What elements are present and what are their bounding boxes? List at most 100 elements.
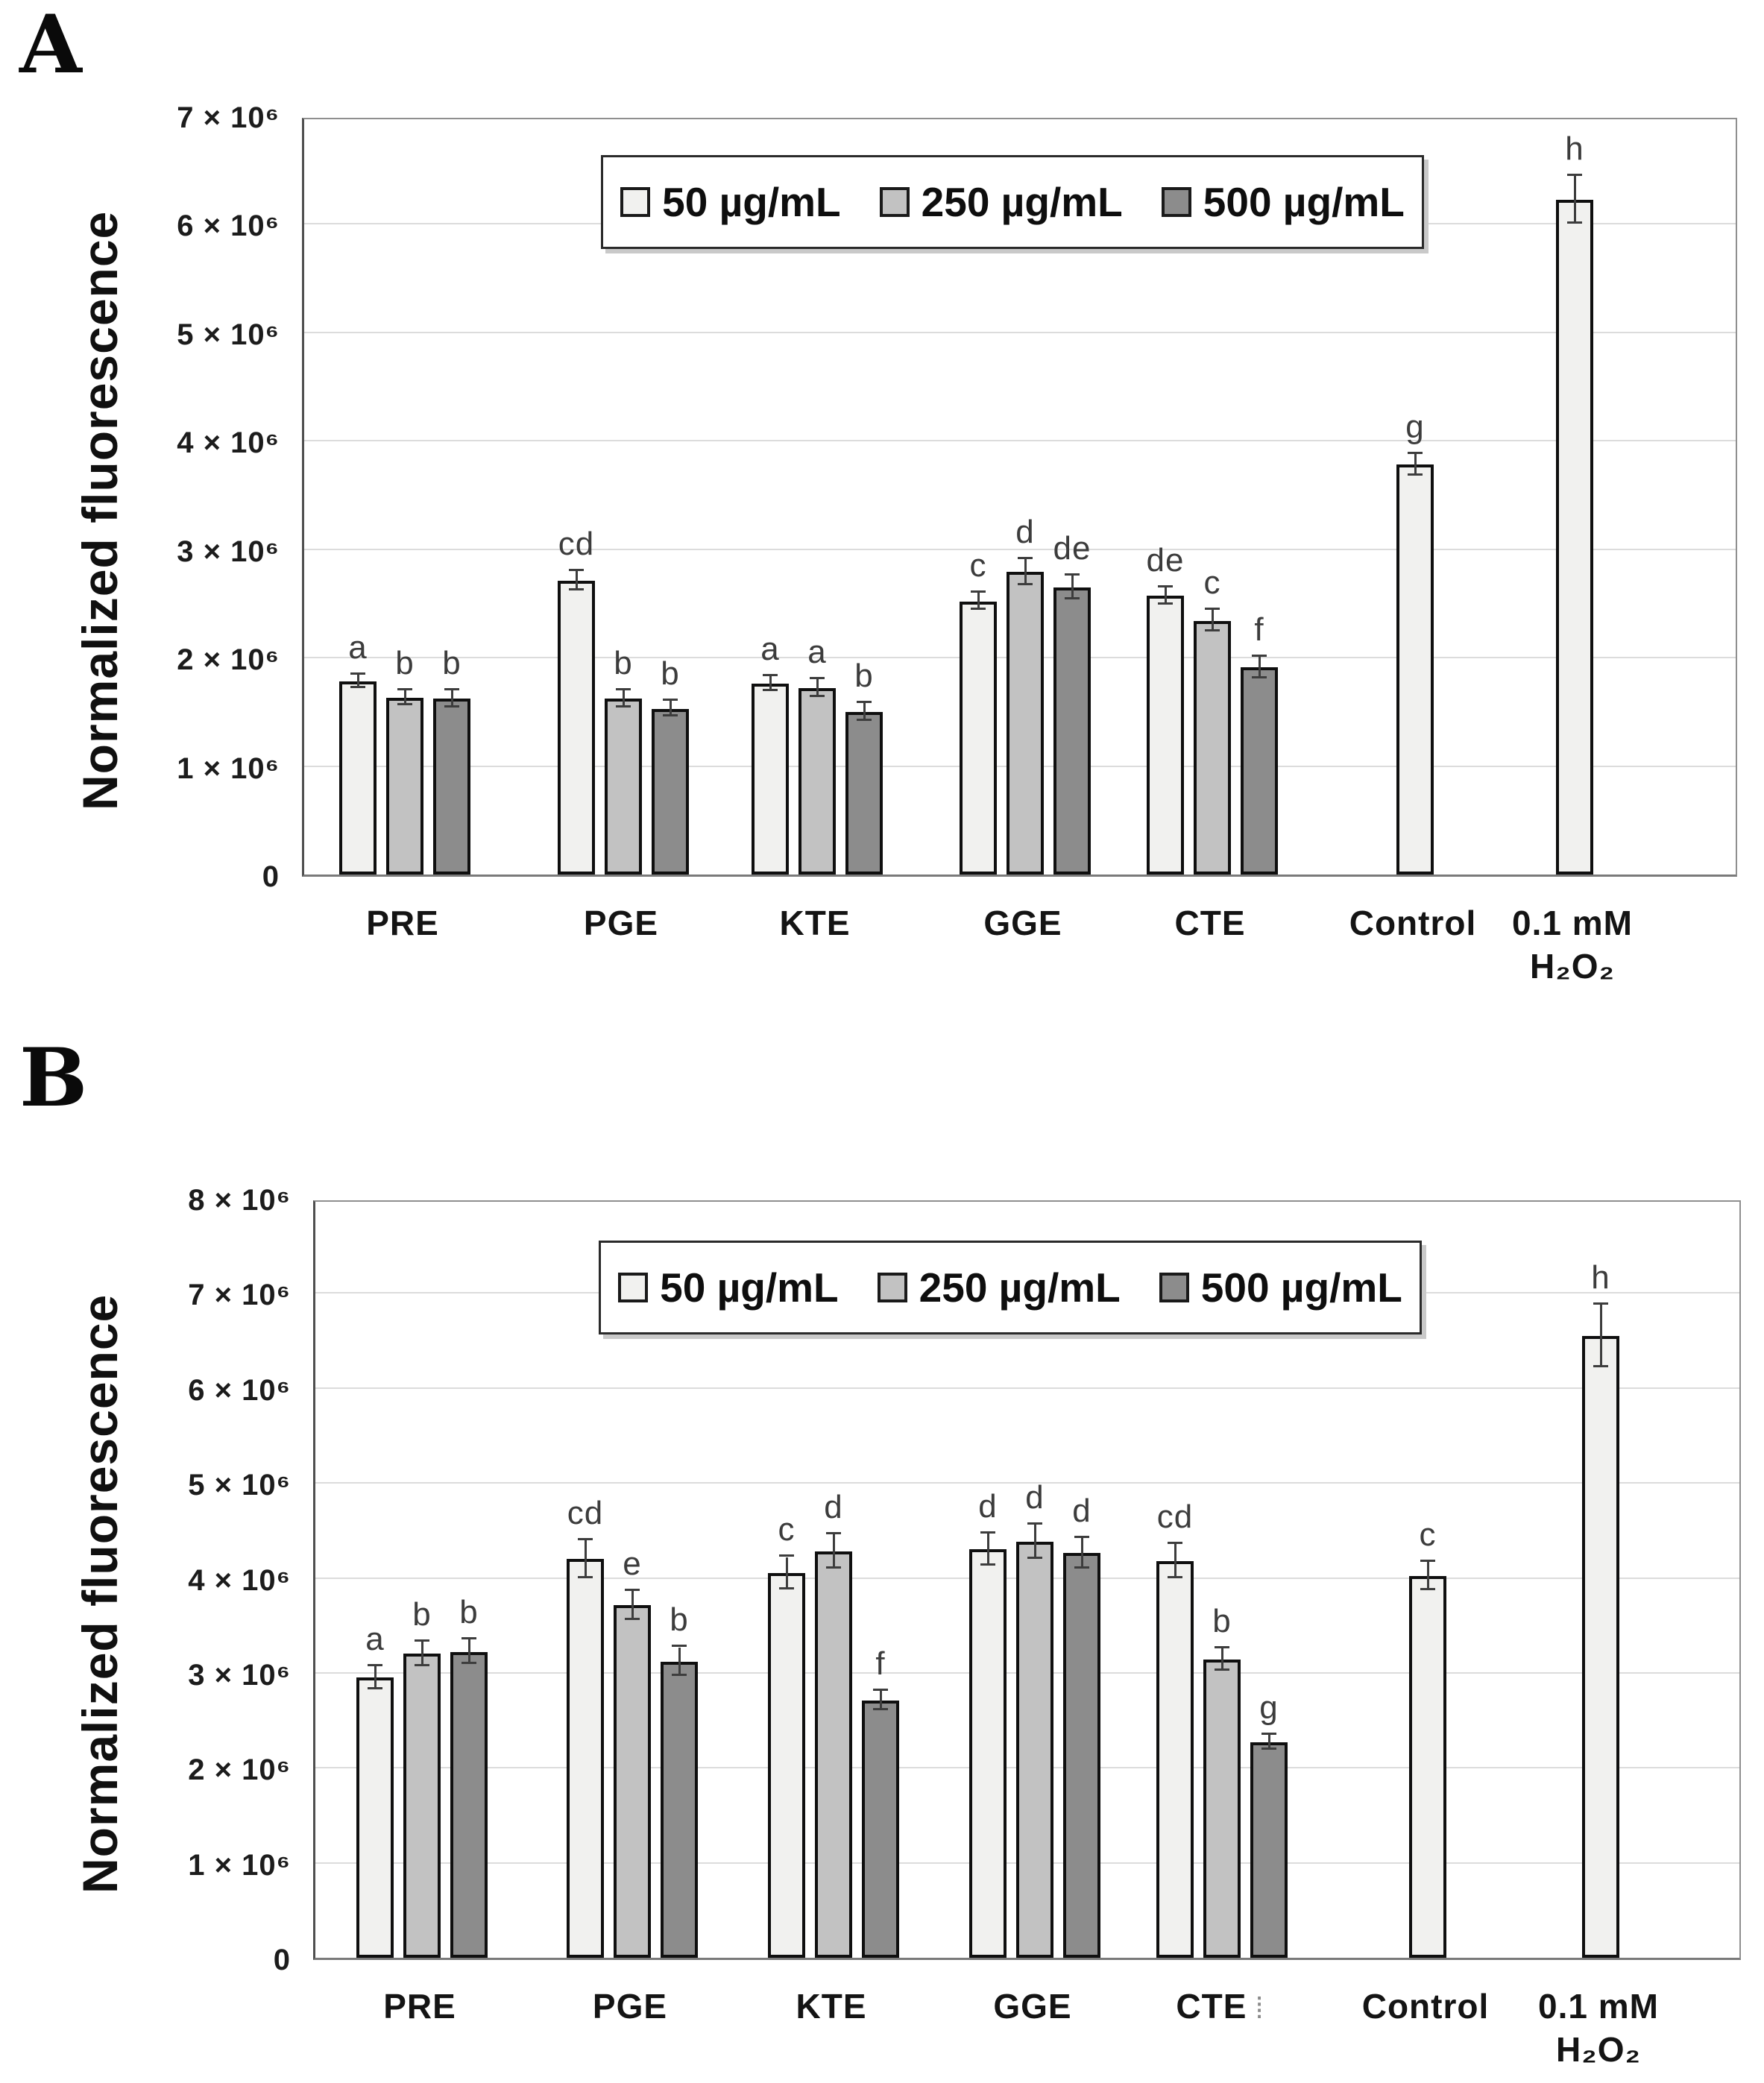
legend-swatch-2	[877, 1273, 907, 1302]
error-bar-cap	[763, 673, 778, 676]
error-bar-cap	[415, 1639, 429, 1642]
bar-pre-s1	[356, 1677, 394, 1958]
bar-0.1 mm-s1	[1556, 200, 1593, 875]
label-artifact-mark: ⁞	[1247, 1992, 1264, 2025]
error-bar-cap	[444, 705, 459, 708]
bar-pre-s1	[339, 681, 377, 875]
y-tick-label: 8 × 10⁶	[188, 1184, 291, 1217]
error-bar	[467, 1639, 470, 1665]
panel-a-letter: A	[19, 0, 82, 92]
error-bar-cap	[1420, 1588, 1435, 1591]
sig-letter: a	[760, 630, 780, 667]
y-axis-title: Normalized fluorescence	[72, 210, 127, 810]
y-tick-label: 2 × 10⁶	[188, 1753, 291, 1787]
bar-gge-s3	[1053, 587, 1091, 875]
bar-pge-s2	[614, 1605, 651, 1958]
y-axis-title: Normalized fluorescence	[72, 1293, 127, 1894]
x-axis-label: 0.1 mM H₂O₂	[1512, 904, 1633, 986]
error-bar-cap	[1027, 1522, 1042, 1525]
legend-swatch-3	[1159, 1273, 1189, 1302]
sig-letter: a	[348, 629, 368, 667]
error-bar-cap	[1205, 608, 1220, 611]
gridline	[304, 331, 1736, 333]
error-bar-cap	[1252, 654, 1267, 657]
y-tick-label: 4 × 10⁶	[177, 426, 280, 460]
legend-label: 250 µg/mL	[921, 179, 1123, 225]
bar-pre-s3	[433, 699, 470, 875]
error-bar-cap	[1215, 1645, 1229, 1648]
bar-gge-s1	[969, 1549, 1007, 1958]
error-bar	[1267, 1734, 1270, 1750]
sig-letter: b	[854, 658, 874, 695]
error-bar	[977, 592, 980, 611]
plot-area: 50 µg/mL 250 µg/mL 500 µg/mL a b b cd b b a a b c d de…	[302, 118, 1737, 877]
error-bar-cap	[1018, 582, 1033, 585]
legend-item: 500 µg/mL	[1159, 1264, 1402, 1311]
y-tick-label: 5 × 10⁶	[177, 318, 280, 351]
error-bar-cap	[1593, 1364, 1608, 1367]
bar-cte-s3	[1250, 1742, 1288, 1958]
error-bar-cap	[1261, 1748, 1276, 1750]
legend: 50 µg/mL 250 µg/mL 500 µg/mL	[599, 1241, 1422, 1334]
bar-kte-s1	[752, 684, 789, 875]
legend-item: 50 µg/mL	[620, 178, 841, 226]
error-bar	[1024, 558, 1027, 585]
bar-pge-s3	[661, 1661, 698, 1958]
error-bar-cap	[779, 1554, 794, 1557]
error-bar-cap	[873, 1707, 888, 1710]
error-bar-cap	[616, 705, 631, 708]
error-bar-cap	[857, 718, 872, 721]
error-bar-cap	[1065, 573, 1080, 576]
x-axis-label: CTE ⁞	[1176, 1987, 1264, 2026]
error-bar	[622, 690, 625, 708]
error-bar-cap	[462, 1637, 476, 1640]
bar-pge-s2	[605, 699, 642, 875]
error-bar	[575, 570, 578, 590]
error-bar-cap	[397, 703, 412, 706]
error-bar-cap	[1065, 596, 1080, 599]
bar-pre-s2	[386, 697, 423, 875]
error-bar	[1573, 176, 1576, 224]
y-tick-label: 6 × 10⁶	[188, 1373, 291, 1407]
y-tick-label: 5 × 10⁶	[188, 1469, 291, 1502]
x-axis-label: PRE	[366, 904, 439, 942]
sig-letter: a	[807, 634, 827, 671]
sig-letter: d	[978, 1487, 998, 1525]
x-axis-label: PRE	[383, 1987, 456, 2026]
error-bar	[1164, 587, 1167, 605]
error-bar-cap	[663, 713, 678, 716]
error-bar	[1071, 575, 1074, 599]
y-tick-label: 0	[273, 1944, 291, 1976]
gridline	[304, 440, 1736, 442]
gridline	[315, 1482, 1739, 1484]
error-bar-cap	[578, 1575, 593, 1578]
x-axis-label: GGE	[993, 1987, 1072, 2026]
bar-cte-s2	[1194, 620, 1231, 875]
bar-cte-s2	[1203, 1660, 1241, 1958]
sig-letter: d	[1015, 513, 1035, 550]
legend-swatch-3	[1161, 187, 1191, 217]
error-bar	[785, 1557, 788, 1589]
sig-letter: c	[1419, 1516, 1437, 1553]
error-bar	[669, 701, 672, 716]
bar-gge-s1	[960, 601, 997, 875]
error-bar-cap	[826, 1566, 841, 1569]
x-axis-label: KTE	[796, 1987, 867, 2026]
error-bar-cap	[810, 694, 825, 697]
sig-letter: d	[1072, 1493, 1092, 1530]
error-bar-cap	[569, 568, 584, 571]
error-bar-cap	[578, 1537, 593, 1540]
error-bar-cap	[980, 1563, 995, 1566]
legend-label: 50 µg/mL	[662, 179, 841, 225]
error-bar-cap	[672, 1645, 687, 1648]
legend-item: 50 µg/mL	[618, 1264, 839, 1311]
x-axis-label: Control	[1361, 1987, 1490, 2026]
error-bar-cap	[616, 687, 631, 690]
bar-cte-s1	[1147, 596, 1184, 875]
error-bar-cap	[971, 608, 986, 611]
x-axis-label: GGE	[983, 904, 1062, 942]
error-bar-cap	[350, 672, 365, 675]
error-bar-cap	[672, 1673, 687, 1676]
x-axis-label: PGE	[583, 904, 659, 942]
plot-area: 50 µg/mL 250 µg/mL 500 µg/mL a b b cd e b c d f d d d c…	[313, 1200, 1741, 1960]
